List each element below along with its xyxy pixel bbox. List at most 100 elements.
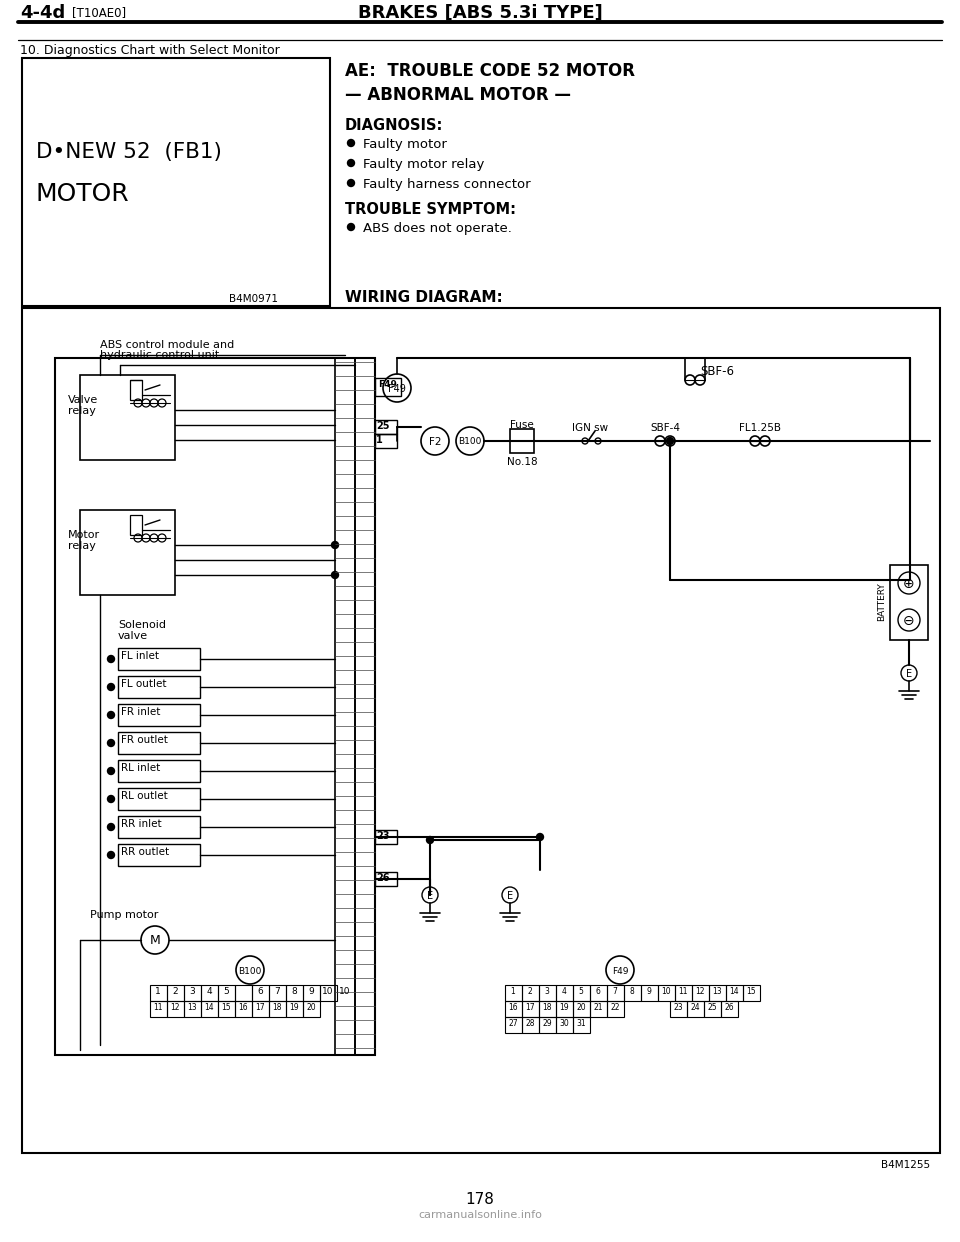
Bar	[130, 380, 142, 400]
Text: M: M	[150, 934, 160, 948]
Circle shape	[108, 795, 114, 802]
Bar	[670, 1001, 687, 1017]
Bar	[269, 1001, 286, 1017]
Bar	[573, 1017, 590, 1033]
Bar	[890, 565, 928, 640]
Bar	[658, 985, 675, 1001]
Bar	[505, 985, 522, 1001]
Bar	[692, 985, 709, 1001]
Text: 27: 27	[508, 1018, 517, 1028]
Text: 7: 7	[612, 987, 617, 996]
Text: ABS control module and: ABS control module and	[100, 340, 234, 350]
Text: 13: 13	[712, 987, 722, 996]
Text: RL inlet: RL inlet	[121, 763, 160, 773]
Text: FL inlet: FL inlet	[121, 651, 159, 661]
Text: carmanualsonline.info: carmanualsonline.info	[418, 1210, 542, 1220]
Bar	[252, 1001, 269, 1017]
Text: BRAKES [ABS 5.3i TYPE]: BRAKES [ABS 5.3i TYPE]	[358, 4, 602, 22]
Text: AE:  TROUBLE CODE 52 MOTOR: AE: TROUBLE CODE 52 MOTOR	[345, 62, 635, 79]
Circle shape	[331, 542, 339, 549]
Text: 10: 10	[339, 987, 350, 996]
Circle shape	[108, 739, 114, 746]
Text: 3: 3	[544, 987, 549, 996]
Text: Pump motor: Pump motor	[90, 910, 158, 920]
Text: 11: 11	[154, 1004, 163, 1012]
Text: — ABNORMAL MOTOR —: — ABNORMAL MOTOR —	[345, 86, 571, 104]
Bar	[118, 787, 200, 810]
Circle shape	[426, 837, 434, 843]
Bar	[505, 1017, 522, 1033]
Bar	[624, 985, 641, 1001]
Text: 6: 6	[595, 987, 600, 996]
Text: relay: relay	[68, 542, 96, 551]
Bar	[375, 872, 397, 886]
Circle shape	[348, 159, 354, 166]
Text: F49: F49	[612, 966, 628, 975]
Bar	[743, 985, 760, 1001]
Text: 9: 9	[647, 987, 652, 996]
Text: E: E	[507, 891, 513, 900]
Bar	[573, 1001, 590, 1017]
Text: 14: 14	[730, 987, 739, 996]
Bar	[726, 985, 743, 1001]
Bar	[80, 375, 175, 460]
Circle shape	[537, 833, 543, 841]
Circle shape	[666, 437, 674, 445]
Text: Valve: Valve	[68, 395, 98, 405]
Bar	[184, 985, 201, 1001]
Text: 2: 2	[172, 987, 178, 996]
Bar	[687, 1001, 704, 1017]
Text: 12: 12	[170, 1004, 180, 1012]
Text: 29: 29	[542, 1018, 552, 1028]
Text: 14: 14	[204, 1004, 214, 1012]
Bar	[539, 985, 556, 1001]
Bar	[539, 1001, 556, 1017]
Bar	[556, 1001, 573, 1017]
Bar	[375, 378, 401, 396]
Text: 1: 1	[156, 987, 161, 996]
Bar	[375, 433, 397, 448]
Text: 4: 4	[562, 987, 566, 996]
Text: 9: 9	[308, 987, 314, 996]
Bar	[201, 1001, 218, 1017]
Bar	[556, 1017, 573, 1033]
Text: 30: 30	[559, 1018, 569, 1028]
Bar	[607, 985, 624, 1001]
Bar	[218, 1001, 235, 1017]
Bar	[556, 985, 573, 1001]
Text: F49: F49	[388, 384, 406, 394]
Text: ⊖: ⊖	[903, 614, 915, 628]
Text: 15: 15	[221, 1004, 230, 1012]
Text: 17: 17	[525, 1004, 535, 1012]
Text: 26: 26	[376, 873, 390, 883]
Text: 31: 31	[576, 1018, 586, 1028]
Text: 22: 22	[611, 1004, 620, 1012]
Text: 8: 8	[630, 987, 635, 996]
Bar	[641, 985, 658, 1001]
Bar	[218, 985, 235, 1001]
Text: No.18: No.18	[507, 457, 538, 467]
Text: valve: valve	[118, 631, 148, 641]
Bar	[522, 1001, 539, 1017]
Text: MOTOR: MOTOR	[36, 183, 130, 206]
Text: RR outlet: RR outlet	[121, 847, 169, 857]
Text: 12: 12	[695, 987, 705, 996]
Text: relay: relay	[68, 406, 96, 416]
Bar	[320, 985, 337, 1001]
Bar	[201, 985, 218, 1001]
Text: 19: 19	[559, 1004, 569, 1012]
Text: [T10AE0]: [T10AE0]	[72, 6, 126, 19]
Bar	[522, 1017, 539, 1033]
Text: 18: 18	[273, 1004, 281, 1012]
Text: RL outlet: RL outlet	[121, 791, 168, 801]
Text: 17: 17	[255, 1004, 265, 1012]
Bar	[22, 308, 940, 1153]
Bar	[252, 985, 269, 1001]
Bar	[505, 1001, 522, 1017]
Text: 11: 11	[679, 987, 687, 996]
Text: BATTERY: BATTERY	[877, 582, 886, 621]
Text: Fuse: Fuse	[510, 420, 534, 430]
Bar	[80, 510, 175, 595]
Text: 6: 6	[257, 987, 263, 996]
Bar	[118, 676, 200, 698]
